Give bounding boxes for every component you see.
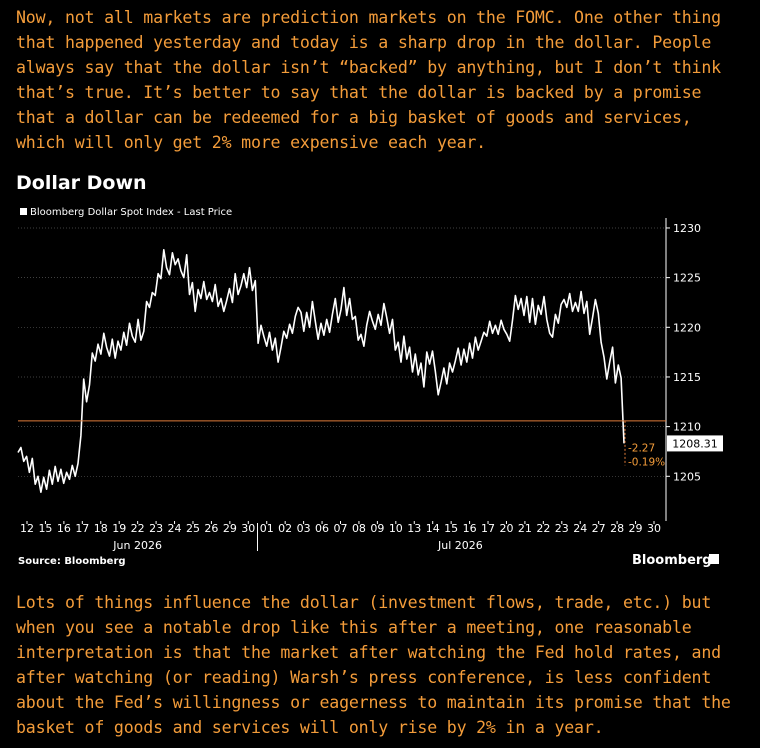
x-tick-label: 17: [75, 522, 89, 535]
x-tick-label: 27: [592, 522, 606, 535]
x-tick-label: 29: [629, 522, 643, 535]
x-tick-label: 09: [370, 522, 384, 535]
legend-label: Bloomberg Dollar Spot Index - Last Price: [30, 207, 232, 218]
y-axis: 1205 1210 1215 1220 1225 1230: [665, 218, 701, 521]
change-pct-label: -0.19%: [628, 456, 665, 468]
x-tick-label: 23: [555, 522, 569, 535]
x-tick-label: 22: [536, 522, 550, 535]
x-tick-label: 16: [463, 522, 477, 535]
y-tick-label: 1205: [673, 470, 701, 483]
series: [17, 248, 625, 494]
y-tick-label: 1225: [673, 272, 701, 285]
x-tick-label: 23: [149, 522, 163, 535]
x-tick-label: 17: [481, 522, 495, 535]
y-tick-label: 1230: [673, 222, 701, 235]
bloomberg-logo: Bloomberg: [632, 553, 712, 568]
chart: Bloomberg Dollar Spot Index - Last Price…: [17, 207, 723, 568]
x-tick-label: 14: [426, 522, 440, 535]
annotations: 1208.31 -2.27 -0.19%: [18, 420, 723, 468]
y-tick-label: 1210: [673, 421, 701, 434]
month-label: Jul 2026: [437, 539, 483, 552]
legend-swatch: [20, 208, 27, 215]
x-tick-label: 24: [573, 522, 587, 535]
series-line: [17, 248, 625, 494]
x-tick-label: 26: [204, 522, 218, 535]
x-tick-label: 30: [647, 522, 661, 535]
x-tick-label: 06: [315, 522, 329, 535]
source-label: Source: Bloomberg: [18, 556, 126, 567]
month-label: Jun 2026: [112, 539, 162, 552]
x-tick-label: 21: [518, 522, 532, 535]
x-tick-label: 08: [352, 522, 366, 535]
x-tick-label: 15: [38, 522, 52, 535]
chart-title: Dollar Down: [16, 172, 147, 194]
x-tick-label: 10: [389, 522, 403, 535]
bloomberg-logo-icon: [709, 554, 719, 564]
x-tick-label: 28: [610, 522, 624, 535]
last-value-label: 1208.31: [672, 437, 718, 450]
x-tick-label: 12: [20, 522, 34, 535]
y-tick-label: 1215: [673, 371, 701, 384]
outro-paragraph: Lots of things influence the dollar (inv…: [16, 593, 731, 737]
x-tick-label: 02: [278, 522, 292, 535]
x-axis: 12 15 16 17 18 19 22 23 24 25 26 29 30 01 02 03 06 07 08 09…: [20, 521, 661, 552]
x-tick-label: 22: [131, 522, 145, 535]
y-tick-label: 1220: [673, 321, 701, 334]
change-abs-label: -2.27: [628, 442, 655, 454]
x-tick-label: 01: [260, 522, 274, 535]
last-value-box: [667, 435, 723, 452]
x-tick-label: 07: [334, 522, 348, 535]
x-tick-label: 25: [186, 522, 200, 535]
intro-paragraph: Now, not all markets are prediction mark…: [16, 8, 721, 152]
x-tick-label: 29: [223, 522, 237, 535]
grid: [18, 227, 666, 477]
x-tick-label: 18: [94, 522, 108, 535]
x-tick-label: 13: [407, 522, 421, 535]
x-tick-label: 19: [112, 522, 126, 535]
x-tick-label: 30: [241, 522, 255, 535]
x-tick-label: 15: [444, 522, 458, 535]
x-tick-label: 24: [168, 522, 182, 535]
x-tick-label: 03: [297, 522, 311, 535]
x-tick-label: 20: [499, 522, 513, 535]
x-tick-label: 16: [57, 522, 71, 535]
